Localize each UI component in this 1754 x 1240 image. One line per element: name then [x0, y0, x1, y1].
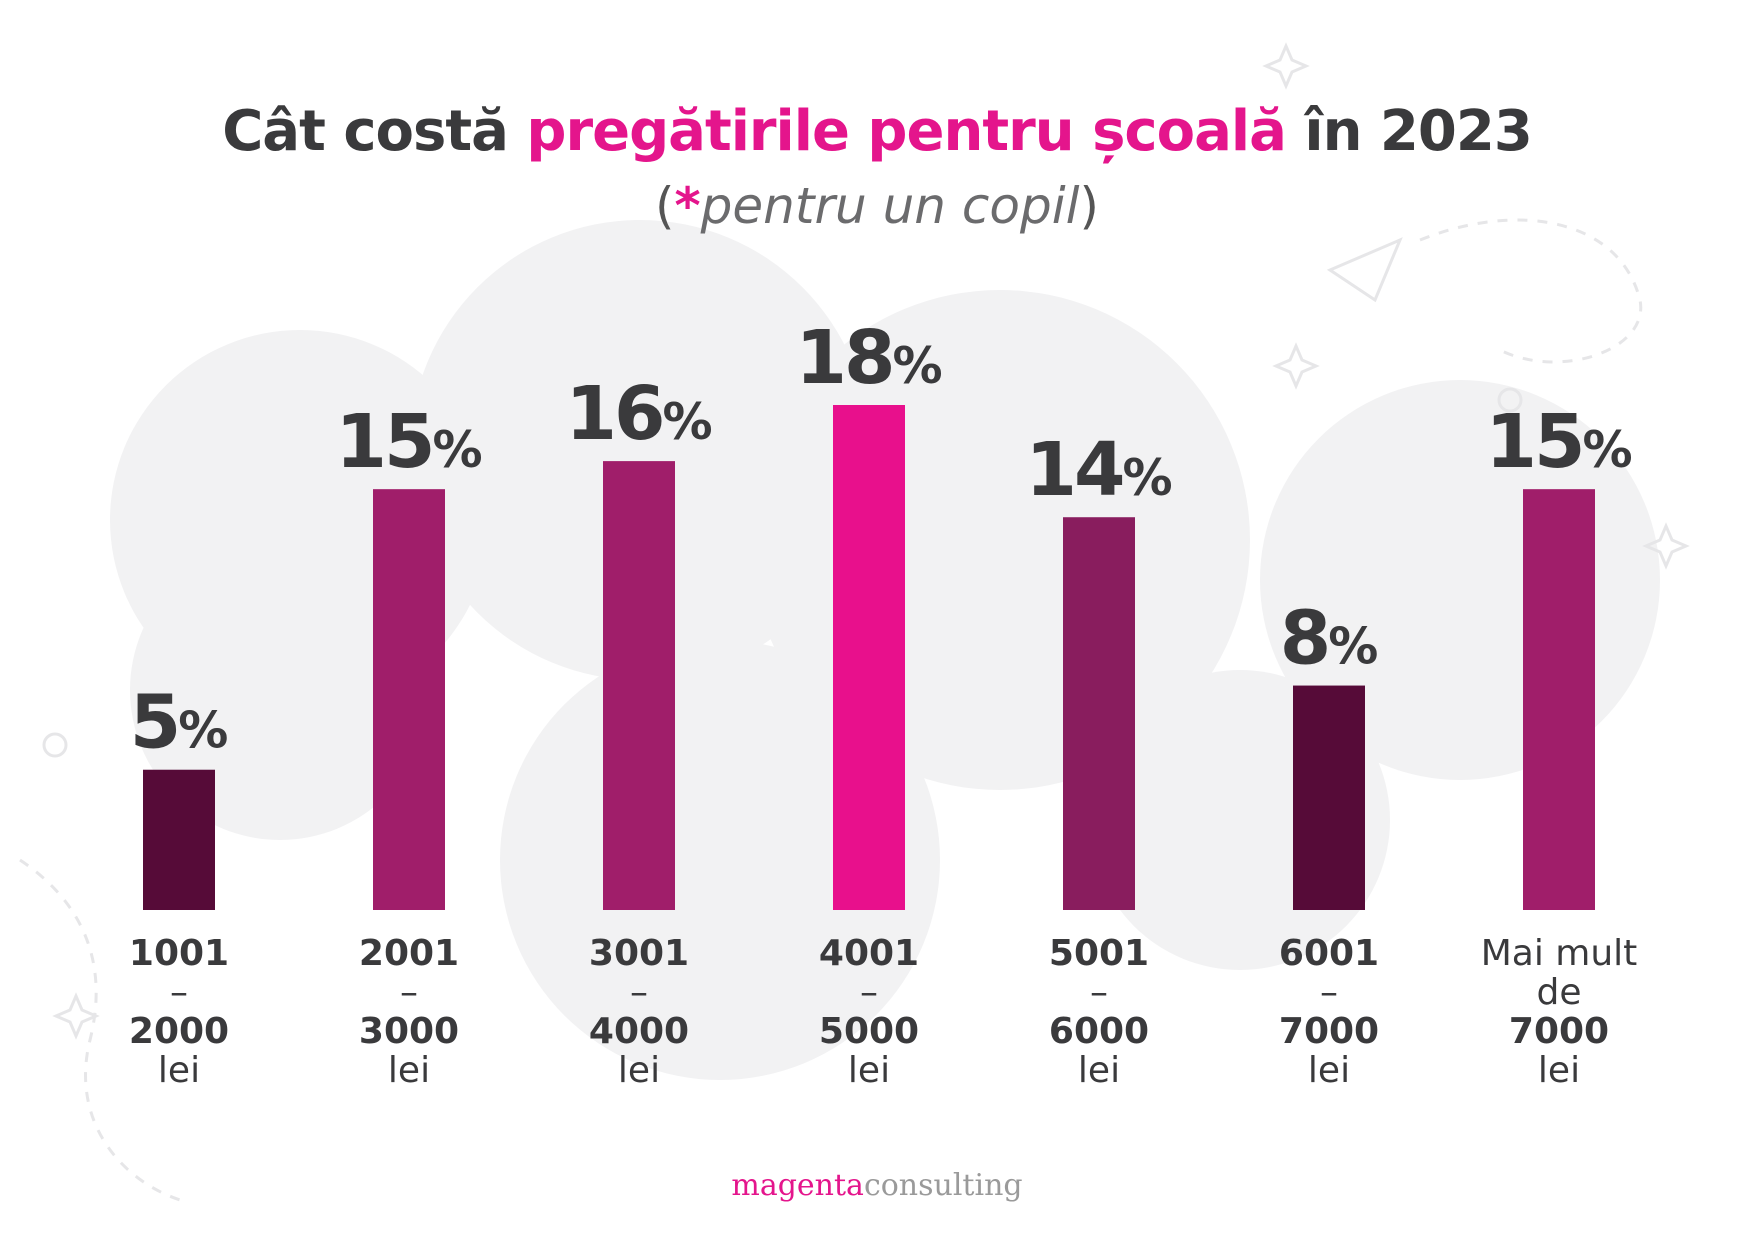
category-label-7: Mai mult de 7000 lei	[1481, 933, 1638, 1091]
title-block: Cât costă pregătirile pentru școală în 2…	[0, 96, 1754, 242]
title-highlight: pregătirile pentru școală	[526, 99, 1286, 164]
bar-1	[143, 769, 215, 910]
category-label-2: 2001–3000 lei	[359, 933, 459, 1091]
subtitle-open: (	[655, 177, 675, 235]
subtitle-asterisk: *	[674, 177, 701, 235]
value-label-4: 18%	[795, 315, 942, 401]
title-part2: în 2023	[1285, 99, 1532, 164]
value-label-6: 8%	[1280, 596, 1379, 682]
brand-name-magenta: magenta	[731, 1168, 864, 1203]
bar-4	[833, 405, 905, 910]
bar-2	[373, 489, 445, 910]
category-label-6: 6001–7000 lei	[1279, 933, 1379, 1091]
value-label-3: 16%	[565, 371, 712, 457]
value-label-5: 14%	[1025, 427, 1172, 513]
bar-5	[1063, 517, 1135, 910]
bar-7	[1523, 489, 1595, 910]
category-label-5: 5001–6000 lei	[1049, 933, 1149, 1091]
category-label-1: 1001–2000 lei	[129, 933, 229, 1091]
category-label-4: 4001–5000 lei	[819, 933, 919, 1091]
chart-title: Cât costă pregătirile pentru școală în 2…	[0, 96, 1754, 168]
chart-subtitle: (*pentru un copil)	[0, 170, 1754, 242]
subtitle-close: )	[1079, 177, 1099, 235]
title-part1: Cât costă	[222, 99, 527, 164]
category-label-3: 3001–4000 lei	[589, 933, 689, 1091]
subtitle-text: pentru un copil	[700, 177, 1080, 235]
bar-3	[603, 461, 675, 910]
brand-logo: magentaconsulting	[0, 1168, 1754, 1203]
value-label-2: 15%	[335, 399, 482, 485]
brand-name-consulting: consulting	[863, 1168, 1023, 1203]
bar-6	[1293, 685, 1365, 910]
value-label-1: 5%	[130, 680, 229, 766]
value-label-7: 15%	[1485, 399, 1632, 485]
